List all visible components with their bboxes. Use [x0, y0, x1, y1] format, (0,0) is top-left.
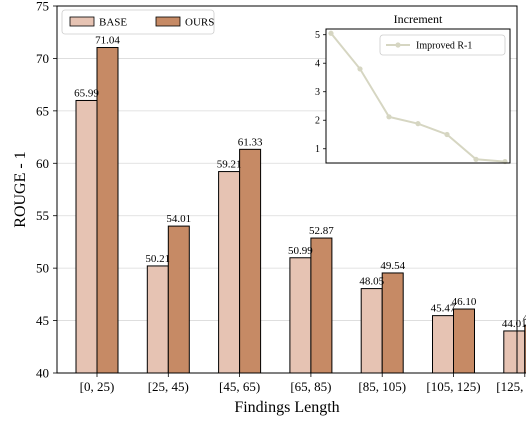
bar-label-ours-0-25: 71.04 — [95, 35, 120, 47]
inset-point-0 — [328, 30, 334, 36]
x-tick-label-125-max: [125, max] — [496, 379, 526, 394]
y-tick-label-45: 45 — [36, 313, 49, 328]
bar-ours-25-45 — [167, 225, 190, 374]
inset-legend-marker — [395, 42, 401, 48]
bar-base-85-105 — [360, 288, 383, 374]
inset-point-5 — [473, 156, 479, 162]
bar-label-base-65-85: 50.99 — [288, 245, 313, 257]
x-axis-label: Findings Length — [234, 399, 339, 416]
bar-ours-125-max — [524, 324, 526, 374]
x-tick-label-25-45: [25, 45) — [148, 379, 189, 394]
bar-ours-105-125 — [453, 308, 475, 374]
bar-label-base-25-45: 50.21 — [145, 253, 170, 265]
bar-ours-0-25 — [96, 47, 119, 374]
bar-label-ours-105-125: 46.10 — [452, 296, 477, 308]
bar-label-ours-125-max: 44.56 — [523, 312, 526, 324]
inset-y-ticks: 1 2 3 4 5 — [315, 30, 326, 155]
bar-base-105-125 — [432, 315, 454, 374]
y-tick-label-60: 60 — [36, 156, 49, 171]
bar-base-0-25 — [75, 99, 98, 374]
inset-point-4 — [444, 131, 450, 138]
y-tick-label-65: 65 — [36, 103, 49, 118]
inset-series — [328, 30, 508, 165]
inset-plot-frame — [325, 28, 511, 164]
bar-label-base-85-105: 48.05 — [359, 276, 384, 288]
inset-y-tick-label-4: 4 — [315, 59, 320, 70]
bar-base-125-max — [503, 330, 526, 374]
y-tick-label-55: 55 — [36, 208, 49, 223]
bar-ours-65-85 — [310, 237, 333, 374]
bar-base-25-45 — [146, 265, 169, 374]
y-tick-label-70: 70 — [36, 51, 49, 66]
y-tick-label-50: 50 — [36, 261, 49, 276]
bar-label-base-105-125: 45.47 — [431, 303, 456, 315]
bar-ours-85-105 — [381, 272, 404, 374]
inset-point-3 — [415, 121, 421, 127]
bar-label-ours-65-85: 52.87 — [309, 225, 334, 237]
main-legend-frame — [61, 9, 215, 35]
inset-title: Increment — [394, 12, 443, 26]
main-x-ticks: [0, 25) [25, 45) [45, 65) [65, 85) [85, 105)… — [80, 373, 526, 394]
inset-legend-frame — [379, 34, 506, 56]
bar-ours-45-65 — [239, 148, 262, 374]
x-tick-label-105-125: [105, 125) — [426, 379, 480, 394]
x-tick-label-45-65: [45, 65) — [219, 379, 260, 394]
inset-y-tick-label-5: 5 — [315, 30, 320, 41]
inset-point-1 — [357, 66, 363, 72]
bar-label-base-125-max: 44.01 — [502, 318, 526, 330]
x-tick-label-0-25: [0, 25) — [80, 379, 115, 394]
bar-label-base-0-25: 65.99 — [74, 87, 99, 99]
legend-label-base: BASE — [99, 17, 127, 29]
main-bars — [75, 47, 526, 374]
bar-base-45-65 — [218, 171, 241, 374]
bar-label-ours-25-45: 54.01 — [166, 213, 191, 225]
inset-y-tick-label-1: 1 — [315, 144, 320, 155]
main-legend: BASE OURS — [61, 9, 215, 35]
main-y-ticks: 40 45 50 55 60 65 70 75 — [36, 0, 57, 381]
bar-label-ours-85-105: 49.54 — [380, 260, 405, 272]
legend-swatch-base — [69, 16, 95, 27]
x-tick-label-65-85: [65, 85) — [290, 379, 331, 394]
inset-legend: Improved R-1 — [379, 34, 506, 56]
y-tick-label-75: 75 — [36, 0, 49, 14]
main-bar-labels: 65.99 71.04 50.21 54.01 59.21 61.33 50.99 52.87… — [74, 35, 526, 330]
bar-label-base-45-65: 59.21 — [217, 159, 242, 171]
legend-label-ours: OURS — [185, 17, 214, 29]
inset-y-tick-label-3: 3 — [315, 87, 320, 98]
legend-swatch-ours — [155, 16, 181, 27]
x-tick-label-85-105: [85, 105) — [358, 379, 406, 394]
main-plot-frame — [56, 5, 518, 374]
inset-chart: 1 2 3 4 5 Increment Improved R-1 — [315, 12, 511, 165]
y-axis-label: ROUGE - 1 — [12, 151, 29, 227]
inset-legend-label: Improved R-1 — [416, 41, 472, 52]
inset-point-2 — [386, 114, 392, 120]
bar-base-65-85 — [289, 257, 312, 374]
bar-label-ours-45-65: 61.33 — [238, 136, 263, 148]
inset-y-tick-label-2: 2 — [315, 116, 320, 127]
y-tick-label-40: 40 — [36, 366, 49, 381]
